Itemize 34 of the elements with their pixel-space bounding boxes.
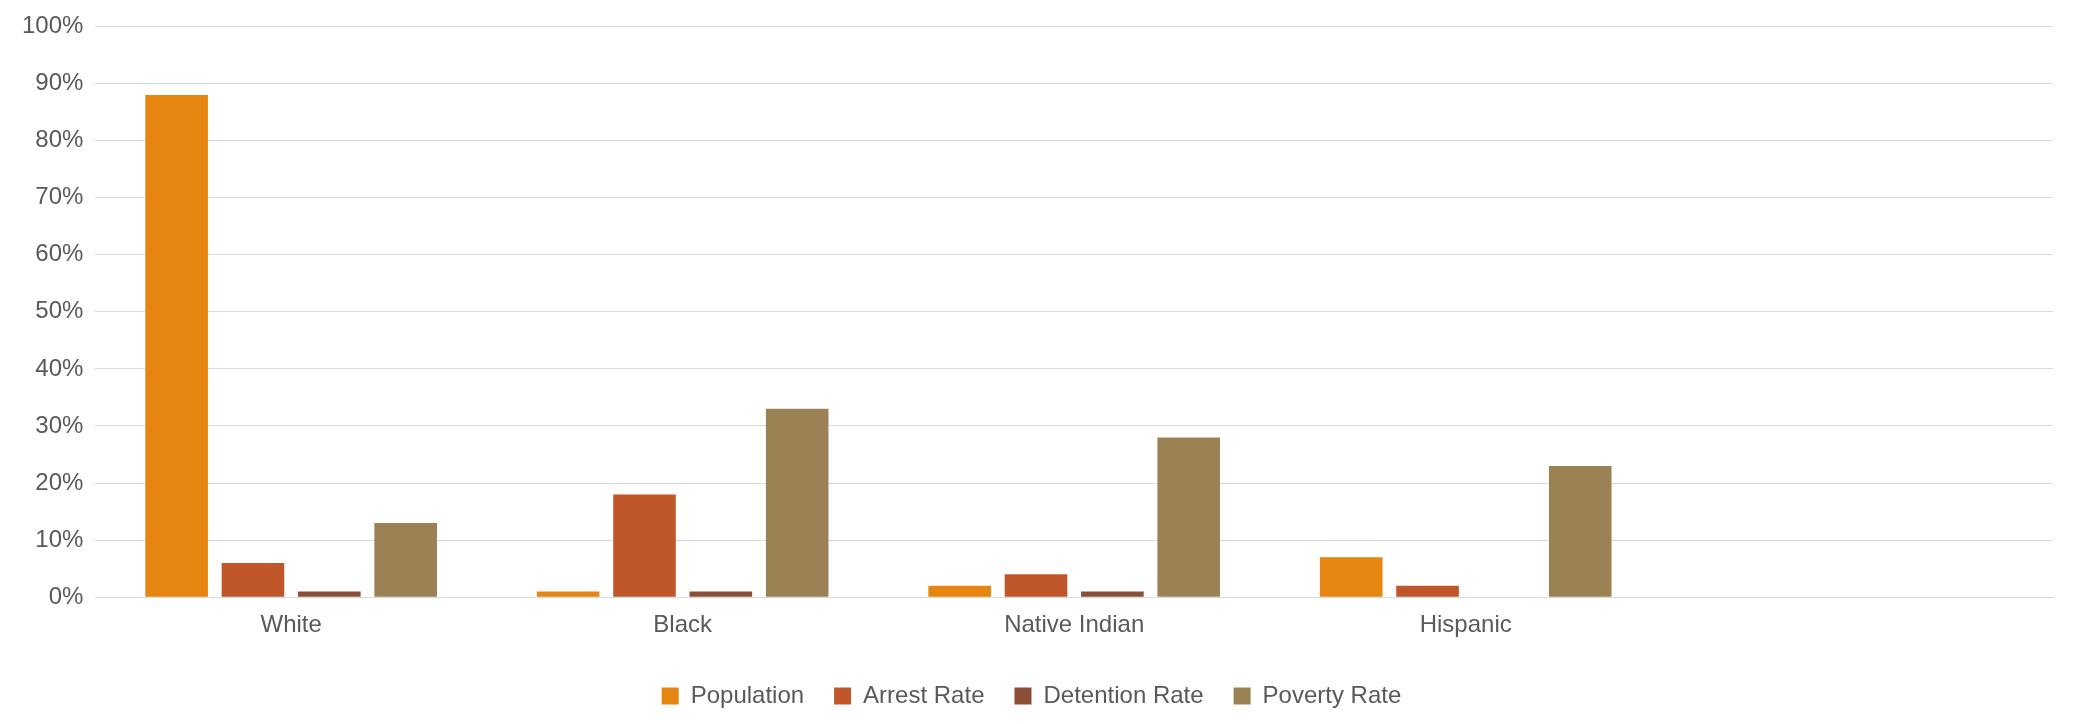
bar [928,585,991,597]
y-tick-label: 50% [35,296,84,324]
legend-label: Population [690,680,805,708]
y-tick-label: 10% [35,524,84,552]
x-tick-label: Native Indian [1004,610,1145,638]
x-tick-label: White [260,610,322,638]
bar [298,591,361,597]
bar [765,408,829,597]
bar [374,523,437,597]
bar [613,494,676,597]
bar [145,94,208,597]
y-tick-label: 100% [21,11,84,39]
y-tick-label: 20% [35,467,84,495]
y-tick-label: 70% [35,182,84,210]
bar [1004,574,1068,597]
y-tick-label: 0% [48,581,84,609]
legend-label: Detention Rate [1043,680,1204,708]
bar [1157,437,1221,597]
bar [221,562,285,597]
bar [1081,591,1144,597]
bar [1319,557,1383,597]
bar [1548,465,1612,597]
y-tick-label: 90% [35,68,84,96]
y-tick-label: 40% [35,353,84,381]
y-tick-label: 60% [35,239,84,267]
bar [1396,585,1459,597]
bar [689,591,753,597]
y-tick-label: 80% [35,125,84,153]
x-tick-label: Black [653,610,714,638]
x-tick-label: Hispanic [1419,610,1512,638]
legend-label: Arrest Rate [863,680,985,708]
y-tick-label: 30% [35,410,84,438]
legend-label: Poverty Rate [1262,680,1402,708]
bar [536,591,600,597]
